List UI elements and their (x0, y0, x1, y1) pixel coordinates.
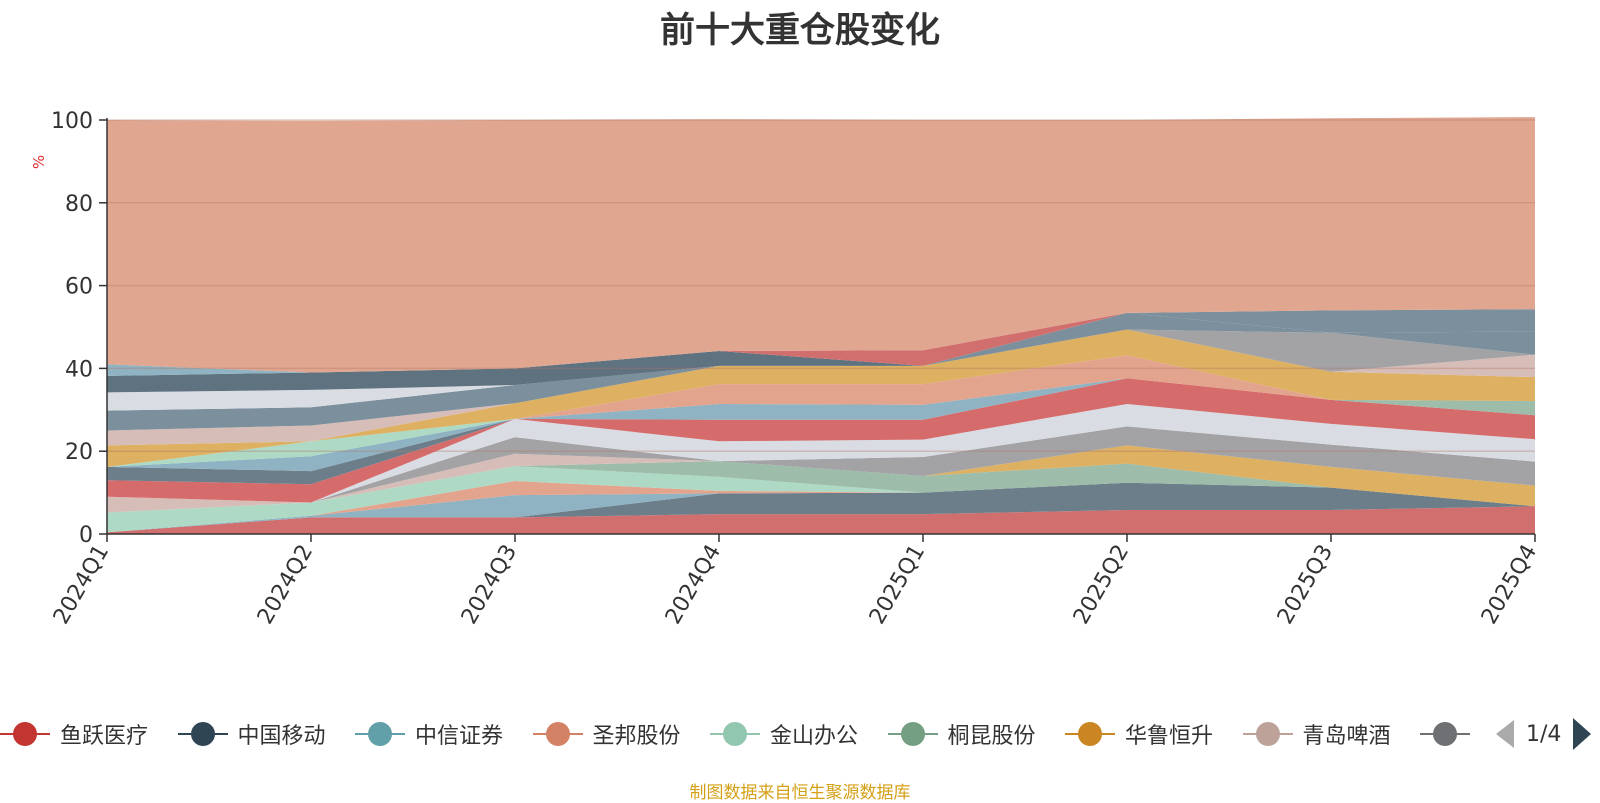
area-series-10 (107, 378, 1535, 503)
legend-label: 青岛啤酒 (1302, 724, 1391, 749)
x-tick-label: 2025Q4 (1477, 541, 1542, 629)
legend-label: 中国移动 (237, 724, 326, 749)
area-series-14 (107, 355, 1535, 467)
area-series-18 (107, 329, 1535, 431)
area-series-5 (107, 461, 1535, 513)
area-series-1 (107, 482, 1535, 533)
legend-marker-icon (1065, 720, 1115, 748)
legend-item[interactable]: 中信证券 (355, 720, 504, 749)
legend-label: 圣邦股份 (592, 724, 681, 749)
legend-item[interactable]: 青岛啤酒 (1242, 720, 1391, 749)
legend-marker-icon (710, 720, 760, 748)
legend-marker-icon (1242, 720, 1293, 748)
area-series-4 (107, 466, 1535, 533)
area-series-21 (107, 309, 1535, 393)
gridlines (107, 119, 1535, 452)
y-tick-label: 0 (79, 523, 93, 548)
legend-marker-icon (1420, 720, 1470, 748)
legend-item[interactable]: 鱼跃医疗 (0, 720, 149, 749)
legend-pager: 1/4 (1496, 718, 1592, 750)
area-series-20 (107, 312, 1535, 411)
legend-item[interactable]: 金山办公 (710, 720, 859, 749)
legend-label: 金山办公 (770, 724, 859, 749)
legend-marker-icon (355, 720, 405, 748)
stacked-areas (107, 117, 1535, 534)
legend-label: 中信证券 (415, 724, 504, 749)
x-tick-label: 2025Q3 (1273, 541, 1338, 629)
y-tick-label: 60 (65, 275, 93, 300)
chart-title: 前十大重仓股变化 (659, 11, 940, 51)
x-tick-label: 2024Q1 (49, 541, 114, 629)
area-series-16 (107, 329, 1535, 467)
legend-marker-icon (532, 720, 583, 748)
legend-item[interactable]: 华鲁恒升 (1065, 720, 1214, 749)
pager-page-text: 1/4 (1526, 721, 1562, 747)
area-series-19 (107, 312, 1535, 431)
area-series-22 (107, 309, 1535, 393)
x-tick-label: 2024Q3 (457, 541, 522, 629)
legend-marker-icon (177, 720, 228, 748)
area-series-8 (107, 426, 1535, 503)
x-tick-label: 2024Q4 (661, 541, 726, 629)
area-series-13 (107, 355, 1535, 467)
area-series-25 (107, 117, 1535, 373)
y-tick-label: 80 (65, 192, 93, 217)
x-tick-label: 2025Q2 (1069, 541, 1134, 629)
x-tick-label: 2024Q2 (253, 541, 318, 629)
legend-item[interactable]: 桐昆股份 (887, 720, 1036, 749)
legend-item[interactable]: 中国移动 (177, 720, 326, 749)
source-note: 制图数据来自恒生聚源数据库 (689, 783, 911, 803)
pager-prev-icon[interactable] (1496, 720, 1514, 748)
legend-item[interactable]: 洋河股份 (1420, 720, 1478, 748)
chart-area: 0 20 40 60 80 100% 2024Q1 2024Q2 2024Q3 2024Q4 202… (30, 109, 1542, 629)
area-series-9 (107, 404, 1535, 503)
area-series-12 (107, 378, 1535, 472)
legend-label: 华鲁恒升 (1125, 724, 1214, 749)
x-tick-label: 2025Q1 (865, 541, 930, 629)
pager-next-icon[interactable] (1573, 718, 1592, 750)
area-series-17 (107, 329, 1535, 446)
y-axis-label: % (30, 155, 48, 169)
legend: 鱼跃医疗 中国移动 中信证券 圣邦股份 金山办公 桐昆股份 华鲁恒升 青岛啤酒 洋河股份 1/4 (0, 712, 1600, 756)
y-tick-label: 20 (65, 440, 93, 465)
legend-label: 鱼跃医疗 (60, 724, 149, 749)
legend-label: 桐昆股份 (947, 724, 1036, 749)
y-tick-label: 100 (51, 109, 93, 134)
y-tick-label: 40 (65, 357, 93, 382)
area-series-3 (107, 481, 1535, 533)
legend-items: 鱼跃医疗 中国移动 中信证券 圣邦股份 金山办公 桐昆股份 华鲁恒升 青岛啤酒 洋河股份 (0, 712, 1478, 756)
legend-item[interactable]: 圣邦股份 (532, 720, 681, 749)
legend-marker-icon (0, 720, 50, 748)
area-series-6 (107, 445, 1535, 513)
legend-marker-icon (887, 720, 938, 748)
area-series-0 (107, 506, 1535, 534)
area-series-11 (107, 378, 1535, 485)
